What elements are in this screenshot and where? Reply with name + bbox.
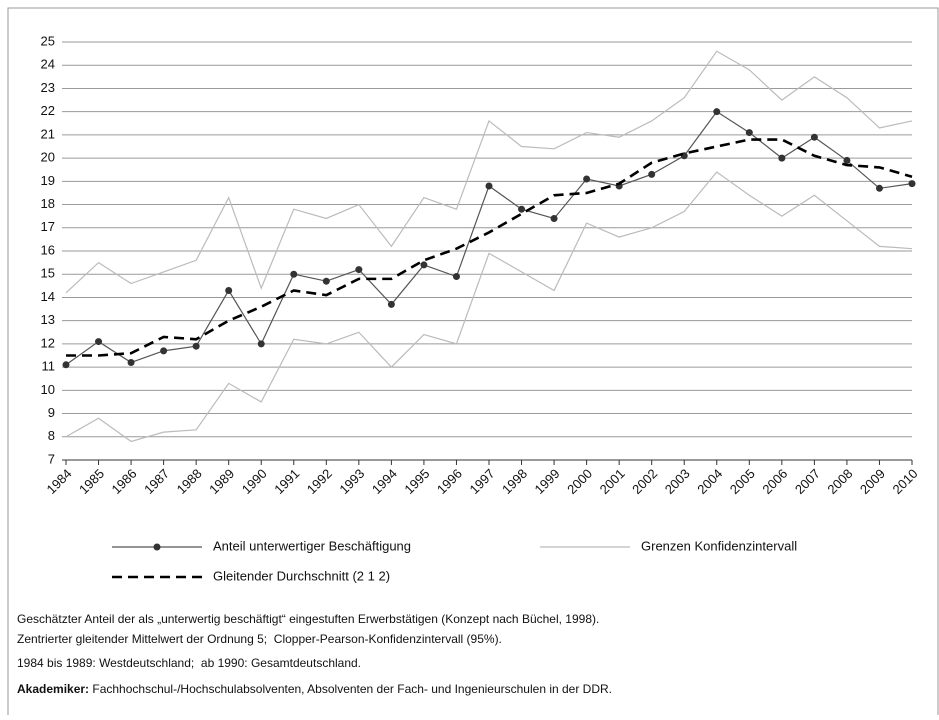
marker [290, 270, 298, 278]
marker [387, 300, 395, 308]
note-text: Geschätzter Anteil der als „unterwertig … [17, 612, 599, 626]
y-tick-label: 19 [41, 173, 55, 188]
x-tick-label: 1996 [434, 466, 465, 497]
marker [810, 133, 818, 141]
marker [257, 340, 265, 348]
note-text: Zentrierter gleitender Mittelwert der Or… [17, 632, 502, 646]
y-tick-label: 13 [41, 312, 55, 327]
marker [843, 156, 851, 164]
x-tick-label: 1995 [401, 466, 432, 497]
marker [875, 184, 883, 192]
y-tick-label: 8 [48, 428, 55, 443]
x-tick-label: 1991 [271, 466, 302, 497]
note: Geschätzter Anteil der als „unterwertig … [17, 612, 599, 626]
y-tick-label: 15 [41, 266, 55, 281]
y-tick-label: 17 [41, 219, 55, 234]
marker [160, 347, 168, 355]
legend-label: Gleitender Durchschnitt (2 1 2) [213, 568, 390, 583]
x-tick-label: 2003 [662, 466, 693, 497]
x-tick-label: 1985 [76, 466, 107, 497]
line [65, 110, 913, 366]
marker [452, 273, 460, 281]
y-tick-label: 7 [48, 451, 55, 466]
note: 1984 bis 1989: Westdeutschland; ab 1990:… [17, 656, 361, 670]
y-tick-label: 20 [41, 150, 55, 165]
x-tick-label: 2008 [824, 466, 855, 497]
x-tick-label: 2000 [564, 466, 595, 497]
marker [95, 338, 103, 346]
marker [322, 277, 330, 285]
marker [713, 108, 721, 116]
legend-label: Grenzen Konfidenzintervall [641, 538, 797, 553]
y-tick-label: 12 [41, 335, 55, 350]
ci-lower [65, 171, 913, 443]
x-tick-label: 1993 [336, 466, 367, 497]
marker [62, 361, 70, 369]
x-tick-label: 2006 [759, 466, 790, 497]
x-tick-label: 2009 [857, 466, 888, 497]
y-tick-label: 18 [41, 196, 55, 211]
marker [908, 180, 916, 188]
frame [7, 7, 939, 720]
x-tick-label: 2004 [694, 466, 725, 497]
note-bold: Akademiker: [17, 682, 89, 696]
marker [745, 129, 753, 137]
x-tick-label: 2005 [727, 466, 758, 497]
note: Zentrierter gleitender Mittelwert der Or… [17, 632, 502, 646]
x-tick-label: 1988 [174, 466, 205, 497]
x-tick-label: 1999 [532, 466, 563, 497]
y-tick-label: 21 [41, 126, 55, 141]
x-tick-label: 2007 [792, 466, 823, 497]
marker [420, 261, 428, 269]
legend-label: Anteil unterwertiger Beschäftigung [213, 538, 411, 553]
marker [550, 214, 558, 222]
marker [355, 266, 363, 274]
marker [778, 154, 786, 162]
x-tick-label: 1987 [141, 466, 172, 497]
y-tick-label: 23 [41, 80, 55, 95]
x-tick-label: 2010 [889, 466, 920, 497]
marker [127, 358, 135, 366]
x-tick-label: 1989 [206, 466, 237, 497]
note: Akademiker: Fachhochschul-/Hochschulabso… [17, 682, 612, 696]
x-tick-label: 2002 [629, 466, 660, 497]
note-text: 1984 bis 1989: Westdeutschland; ab 1990:… [17, 656, 361, 670]
marker [225, 286, 233, 294]
y-tick-label: 9 [48, 405, 55, 420]
x-tick-label: 1998 [499, 466, 530, 497]
marker [518, 205, 526, 213]
y-tick-label: 16 [41, 242, 55, 257]
x-tick-label: 1984 [43, 466, 74, 497]
y-tick-label: 25 [41, 33, 55, 48]
x-tick-label: 1992 [304, 466, 335, 497]
note-text: Fachhochschul-/Hochschulabsolventen, Abs… [89, 682, 612, 696]
x-tick-label: 1986 [109, 466, 140, 497]
y-tick-label: 14 [41, 289, 55, 304]
marker [192, 342, 200, 350]
x-tick-label: 1990 [239, 466, 270, 497]
marker [583, 175, 591, 183]
x-tick-label: 1994 [369, 466, 400, 497]
marker [648, 170, 656, 178]
y-tick-label: 22 [41, 103, 55, 118]
legend-marker [153, 543, 161, 551]
marker [485, 182, 493, 190]
y-tick-label: 10 [41, 382, 55, 397]
y-tick-label: 24 [41, 57, 55, 72]
moving-average [66, 138, 913, 357]
ci-upper [65, 50, 913, 294]
x-tick-label: 2001 [597, 466, 628, 497]
x-tick-label: 1997 [466, 466, 497, 497]
y-tick-label: 11 [42, 359, 56, 374]
